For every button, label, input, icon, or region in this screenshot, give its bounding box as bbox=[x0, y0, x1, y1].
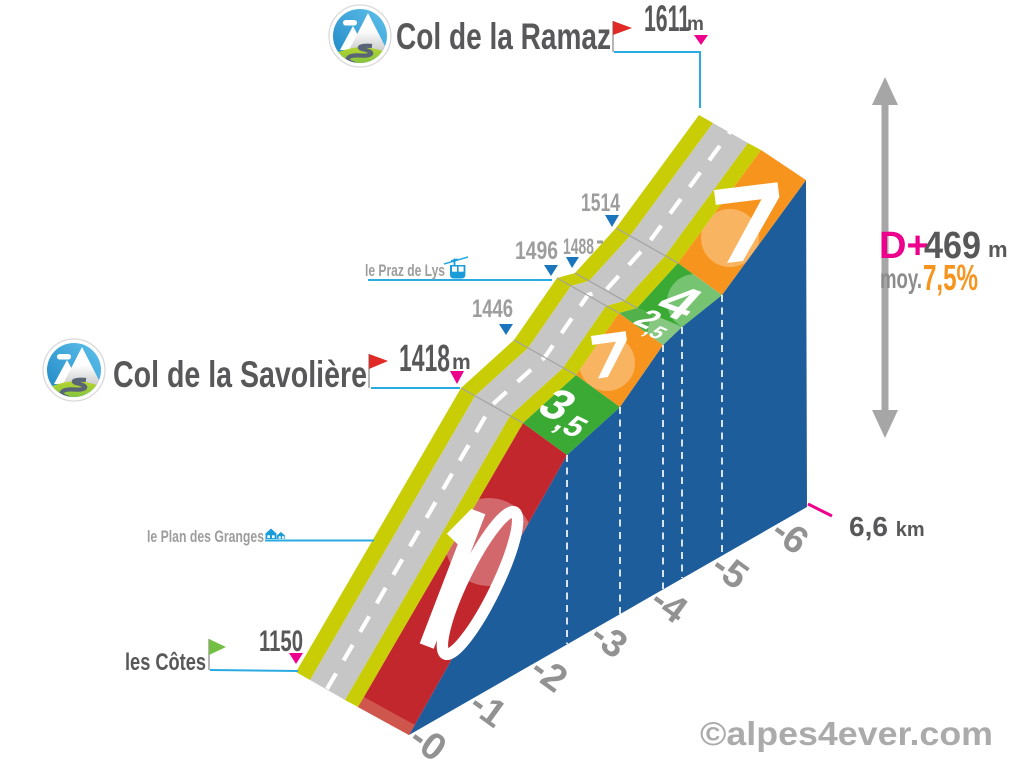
svg-text:les Côtes: les Côtes bbox=[125, 649, 206, 676]
svg-text:1418: 1418 bbox=[399, 338, 450, 380]
svg-text:7,5%: 7,5% bbox=[923, 257, 978, 298]
svg-text:6,6 km: 6,6 km bbox=[849, 511, 925, 542]
svg-text:m: m bbox=[452, 351, 471, 374]
svg-text:1488: 1488 bbox=[563, 234, 594, 259]
svg-text:m: m bbox=[988, 237, 1008, 262]
svg-text:1446: 1446 bbox=[472, 295, 513, 323]
svg-text:Col de la Savolière: Col de la Savolière bbox=[113, 354, 367, 395]
svg-text:1496: 1496 bbox=[515, 237, 558, 265]
svg-text:le Praz de Lys: le Praz de Lys bbox=[365, 261, 445, 280]
svg-text:le Plan des Granges: le Plan des Granges bbox=[147, 527, 264, 546]
svg-text:1611: 1611 bbox=[644, 0, 690, 39]
svg-text:m: m bbox=[687, 14, 704, 35]
svg-text:1514: 1514 bbox=[581, 189, 620, 217]
svg-text:D+: D+ bbox=[879, 225, 929, 267]
svg-text:1150: 1150 bbox=[259, 625, 303, 658]
svg-text:moy.: moy. bbox=[880, 263, 922, 294]
svg-text:©alpes4ever.com: ©alpes4ever.com bbox=[700, 715, 993, 752]
svg-text:469: 469 bbox=[924, 225, 981, 267]
svg-text:Col de la Ramaz: Col de la Ramaz bbox=[396, 16, 611, 57]
